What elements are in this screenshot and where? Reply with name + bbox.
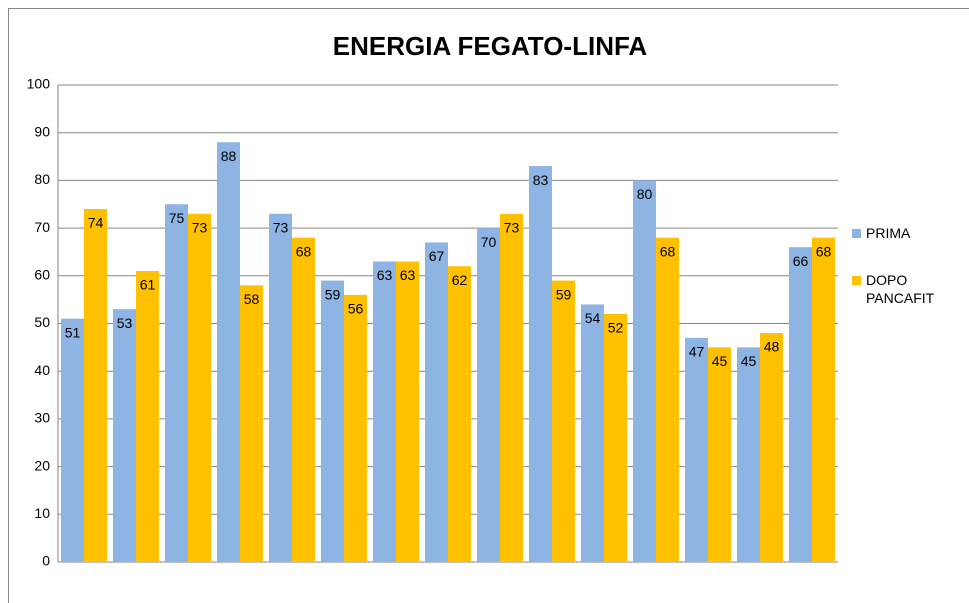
legend-label: DOPO PANCAFIT <box>866 272 935 306</box>
data-label: 56 <box>348 301 364 317</box>
legend-label: PRIMA <box>866 225 911 241</box>
data-label: 75 <box>169 210 185 226</box>
data-label: 53 <box>117 315 133 331</box>
data-label: 88 <box>221 148 237 164</box>
bar <box>760 333 783 562</box>
y-tick-label: 70 <box>34 219 50 235</box>
bar <box>425 242 448 562</box>
data-label: 70 <box>481 234 497 250</box>
y-tick-label: 50 <box>34 314 50 330</box>
y-tick-label: 0 <box>42 553 50 569</box>
bar <box>477 228 500 562</box>
legend-swatch <box>852 276 861 285</box>
legend-swatch <box>852 229 861 238</box>
bar <box>240 285 263 562</box>
bar <box>604 313 627 562</box>
y-tick-label: 60 <box>34 267 50 283</box>
data-label: 66 <box>793 253 809 269</box>
bar <box>656 237 679 562</box>
data-label: 73 <box>273 219 289 235</box>
data-label: 45 <box>741 353 757 369</box>
bar <box>633 180 656 562</box>
data-label: 51 <box>65 324 81 340</box>
data-label: 83 <box>533 172 549 188</box>
data-label: 63 <box>377 267 393 283</box>
bar <box>685 337 708 562</box>
bar <box>373 261 396 562</box>
bar <box>165 204 188 562</box>
bar <box>344 294 367 562</box>
y-tick-label: 40 <box>34 362 50 378</box>
bar <box>292 237 315 562</box>
bar <box>84 209 107 562</box>
bar <box>708 347 731 562</box>
bar <box>812 237 835 562</box>
data-label: 59 <box>556 286 572 302</box>
data-label: 74 <box>88 215 104 231</box>
data-label: 52 <box>608 320 624 336</box>
bar <box>61 318 84 562</box>
bar <box>396 261 419 562</box>
y-tick-label: 10 <box>34 505 50 521</box>
bar <box>500 213 523 563</box>
data-label: 68 <box>660 243 676 259</box>
bar <box>789 247 812 562</box>
data-label: 58 <box>244 291 260 307</box>
data-label: 47 <box>689 344 705 360</box>
bar <box>269 213 292 563</box>
bar <box>737 347 760 562</box>
chart-title: ENERGIA FEGATO-LINFA <box>333 31 648 61</box>
bar <box>217 142 240 563</box>
data-label: 45 <box>712 353 728 369</box>
bar <box>321 280 344 562</box>
data-label: 59 <box>325 286 341 302</box>
data-label: 62 <box>452 272 468 288</box>
bar <box>552 280 575 562</box>
bar <box>448 266 471 562</box>
y-tick-label: 80 <box>34 171 50 187</box>
data-label: 67 <box>429 248 445 264</box>
data-label: 63 <box>400 267 416 283</box>
data-label: 61 <box>140 277 156 293</box>
bar <box>581 304 604 562</box>
data-label: 54 <box>585 310 601 326</box>
y-tick-label: 30 <box>34 410 50 426</box>
bar <box>113 309 136 562</box>
bar <box>188 213 211 563</box>
data-label: 73 <box>504 219 520 235</box>
data-label: 73 <box>192 219 208 235</box>
y-tick-label: 90 <box>34 123 50 139</box>
bar <box>529 166 552 562</box>
y-tick-label: 20 <box>34 457 50 473</box>
data-label: 80 <box>637 186 653 202</box>
data-label: 68 <box>296 243 312 259</box>
y-tick-label: 100 <box>27 76 51 92</box>
data-label: 68 <box>816 243 832 259</box>
data-label: 48 <box>764 339 780 355</box>
bar <box>136 271 159 562</box>
